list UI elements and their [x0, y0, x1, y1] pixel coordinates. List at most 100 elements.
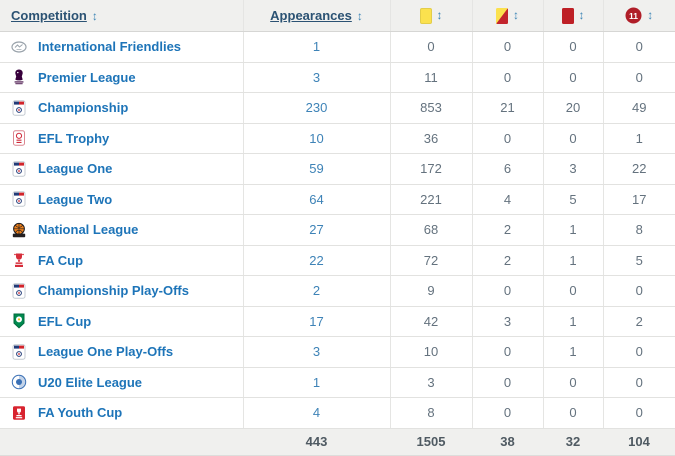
competition-cell: International Friendlies: [0, 31, 243, 63]
competition-cell: EFL Trophy: [0, 123, 243, 154]
penalties-value: 17: [602, 184, 675, 215]
table-body: International Friendlies 1 0 0 0 0 Premi…: [0, 31, 675, 429]
international-friendlies-logo: [11, 39, 27, 55]
totals-empty-cell: [0, 427, 243, 456]
competition-link[interactable]: National League: [38, 222, 139, 238]
table-row: League Two 64 221 4 5 17: [0, 184, 675, 215]
table-row: EFL Cup 17 42 3 1 2: [0, 306, 675, 337]
second-yellow-cards-value: 3: [471, 306, 543, 337]
competition-link[interactable]: U20 Elite League: [38, 374, 143, 390]
appearances-cell: 17: [242, 306, 390, 337]
second-yellow-cards-value: 0: [471, 31, 543, 63]
competition-link[interactable]: League One: [38, 161, 113, 177]
competition-link[interactable]: League Two: [38, 191, 113, 207]
competition-link[interactable]: Premier League: [38, 69, 136, 85]
appearances-value[interactable]: 27: [309, 222, 324, 238]
competition-link[interactable]: International Friendlies: [38, 39, 182, 55]
competition-cell: Championship: [0, 92, 243, 124]
table-row: FA Cup 22 72 2 1 5: [0, 245, 675, 276]
appearances-cell: 64: [242, 184, 390, 215]
appearances-sort-link[interactable]: Appearances: [270, 8, 352, 23]
header-row: Competition ↕ Appearances ↕ ↕ ↕ ↕ 11 ↕: [0, 0, 675, 32]
appearances-cell: 3: [242, 336, 390, 368]
second-yellow-cards-value: 21: [471, 92, 543, 124]
competition-link[interactable]: League One Play-Offs: [38, 344, 174, 360]
yellow-card-icon: [419, 7, 432, 24]
table-row: Championship Play-Offs 2 9 0 0 0: [0, 275, 675, 307]
appearances-value[interactable]: 3: [312, 344, 321, 360]
yellow-cards-value: 10: [389, 336, 472, 368]
competition-cell: FA Youth Cup: [0, 397, 243, 429]
sort-updown-icon[interactable]: ↕: [91, 9, 98, 23]
table-row: National League 27 68 2 1 8: [0, 214, 675, 246]
competition-cell: Championship Play-Offs: [0, 275, 243, 307]
appearances-cell: 10: [242, 123, 390, 154]
sort-updown-icon[interactable]: ↕: [513, 8, 519, 23]
appearances-cell: 3: [242, 62, 390, 93]
second-yellow-cards-value: 0: [471, 62, 543, 93]
table-row: Premier League 3 11 0 0 0: [0, 62, 675, 93]
table-row: League One Play-Offs 3 10 0 1 0: [0, 336, 675, 368]
competition-link[interactable]: EFL Trophy: [38, 130, 110, 146]
competition-link[interactable]: FA Youth Cup: [38, 405, 123, 421]
appearances-value[interactable]: 3: [312, 69, 321, 85]
red-card-icon: [561, 7, 574, 24]
yellow-cards-value: 8: [389, 397, 472, 429]
penalties-value: 22: [602, 153, 675, 185]
appearances-cell: 1: [242, 31, 390, 63]
sort-updown-icon[interactable]: ↕: [436, 8, 443, 23]
second-yellow-cards-value: 4: [471, 184, 543, 215]
total-red-cards: 32: [543, 427, 603, 456]
competition-link[interactable]: Championship Play-Offs: [38, 283, 189, 299]
appearances-value[interactable]: 17: [309, 313, 324, 329]
appearances-value[interactable]: 22: [309, 252, 324, 268]
sort-updown-icon[interactable]: ↕: [647, 7, 654, 22]
red-cards-value: 0: [542, 31, 603, 63]
red-cards-value: 20: [542, 92, 603, 124]
yellow-cards-value: 0: [389, 31, 472, 63]
sort-updown-icon[interactable]: ↕: [356, 9, 363, 23]
appearances-cell: 2: [242, 275, 390, 307]
competition-link[interactable]: FA Cup: [38, 252, 84, 268]
col-header-penalties[interactable]: 11 ↕: [602, 0, 675, 32]
competition-cell: League Two: [0, 184, 243, 215]
red-cards-value: 0: [542, 123, 603, 154]
yellow-cards-value: 11: [389, 62, 472, 93]
efl-trophy-logo: [11, 130, 27, 146]
appearances-cell: 59: [242, 153, 390, 185]
table-row: FA Youth Cup 4 8 0 0 0: [0, 397, 675, 429]
fa-youth-cup-logo: [11, 405, 27, 421]
col-header-red-cards[interactable]: ↕: [542, 0, 603, 32]
competition-link[interactable]: Championship: [38, 100, 129, 116]
appearances-value[interactable]: 230: [305, 100, 328, 116]
appearances-value[interactable]: 10: [309, 130, 324, 146]
competition-sort-link[interactable]: Competition: [11, 8, 87, 23]
col-header-second-yellow-cards[interactable]: ↕: [471, 0, 543, 32]
competition-link[interactable]: EFL Cup: [38, 313, 92, 329]
competition-cell: League One Play-Offs: [0, 336, 243, 368]
competition-cell: EFL Cup: [0, 306, 243, 337]
appearances-cell: 1: [242, 367, 390, 398]
total-second-yellow-cards: 38: [472, 427, 543, 456]
second-yellow-card-icon: [496, 7, 508, 24]
championship-playoffs-logo: [11, 283, 27, 299]
competition-cell: Premier League: [0, 62, 243, 93]
fa-cup-logo: [11, 252, 27, 268]
appearances-value[interactable]: 64: [309, 191, 324, 207]
total-yellow-cards: 1505: [390, 427, 472, 456]
appearances-value[interactable]: 2: [312, 283, 321, 299]
appearances-value[interactable]: 59: [309, 161, 324, 177]
col-header-competition[interactable]: Competition ↕: [0, 0, 243, 32]
col-header-yellow-cards[interactable]: ↕: [389, 0, 472, 32]
appearances-value[interactable]: 4: [312, 405, 321, 421]
sort-updown-icon[interactable]: ↕: [578, 8, 585, 23]
national-league-logo: [11, 222, 27, 238]
appearances-value[interactable]: 1: [312, 374, 321, 390]
league-one-playoffs-logo: [11, 344, 27, 360]
penalties-value: 1: [602, 123, 675, 154]
penalties-value: 0: [602, 31, 675, 63]
competition-cell: U20 Elite League: [0, 367, 243, 398]
red-cards-value: 0: [542, 62, 603, 93]
col-header-appearances[interactable]: Appearances ↕: [242, 0, 390, 32]
appearances-value[interactable]: 1: [312, 39, 321, 55]
